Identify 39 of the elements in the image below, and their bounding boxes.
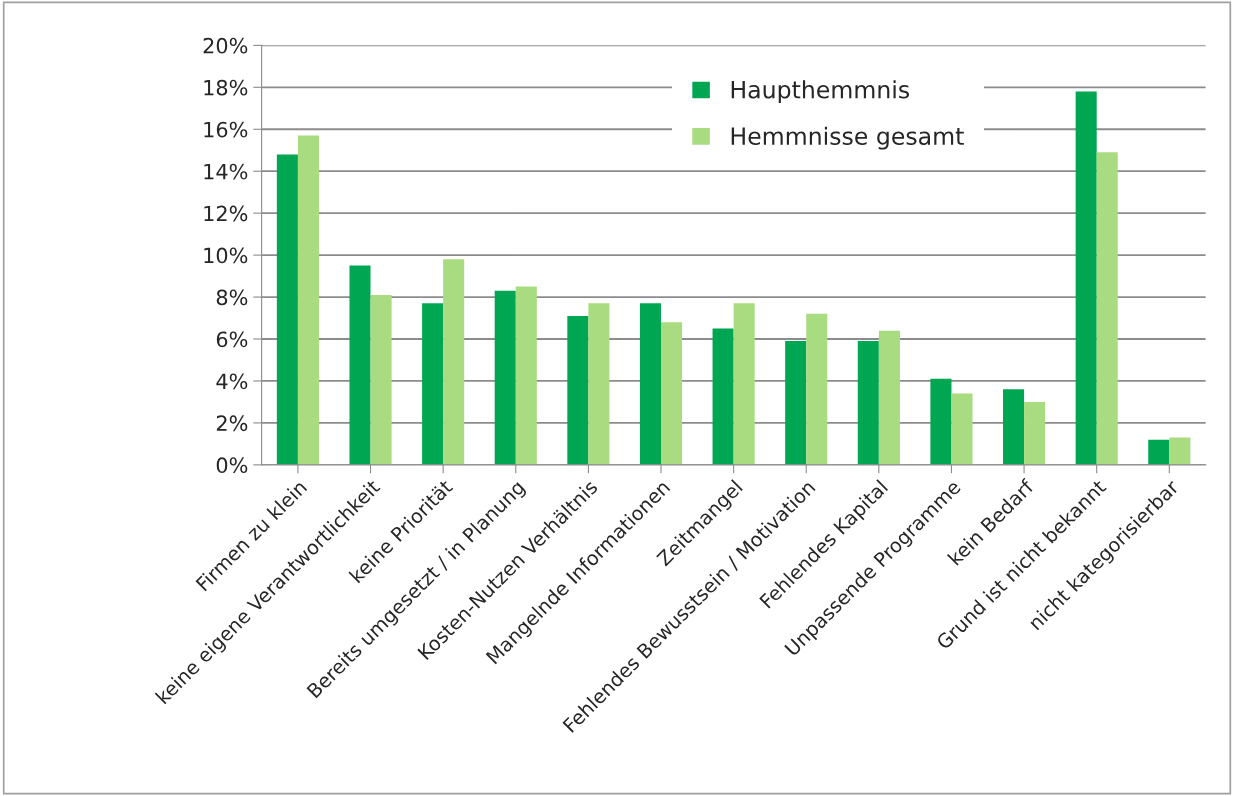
y-tick-label: 14% [204, 163, 248, 180]
legend-label: Hemmnisse gesamt [731, 126, 964, 150]
y-tick-label: 16% [204, 121, 248, 138]
bar [588, 303, 610, 465]
bar [712, 328, 734, 465]
bar [878, 330, 900, 465]
bar [276, 154, 298, 465]
y-tick-label: 2% [216, 415, 248, 432]
bar [422, 303, 444, 465]
y-tick-label: 8% [216, 289, 248, 306]
bar [494, 290, 516, 465]
bar [567, 315, 589, 465]
legend-label: Haupthemmnis [731, 80, 910, 104]
bar [806, 313, 828, 465]
bar [1024, 401, 1046, 465]
bar [443, 259, 465, 465]
bar [1003, 389, 1025, 465]
bar [661, 322, 683, 465]
bar [639, 303, 661, 465]
bar [515, 286, 537, 465]
bar [370, 294, 392, 465]
bar [1075, 91, 1097, 465]
bar [857, 341, 879, 465]
bar [1169, 437, 1191, 465]
bar [733, 303, 755, 465]
bar [951, 393, 973, 465]
y-tick-label: 12% [204, 205, 248, 222]
y-tick-label: 0% [216, 457, 248, 474]
y-tick-label: 4% [216, 373, 248, 390]
bar [297, 135, 319, 465]
bar [349, 265, 371, 465]
bar [785, 341, 807, 465]
y-tick-label: 6% [216, 331, 248, 348]
bar [930, 378, 952, 465]
bar [1096, 152, 1118, 465]
y-tick-label: 10% [204, 247, 248, 264]
y-tick-label: 20% [203, 37, 248, 54]
bar [1148, 439, 1170, 465]
y-tick-label: 18% [204, 79, 248, 96]
